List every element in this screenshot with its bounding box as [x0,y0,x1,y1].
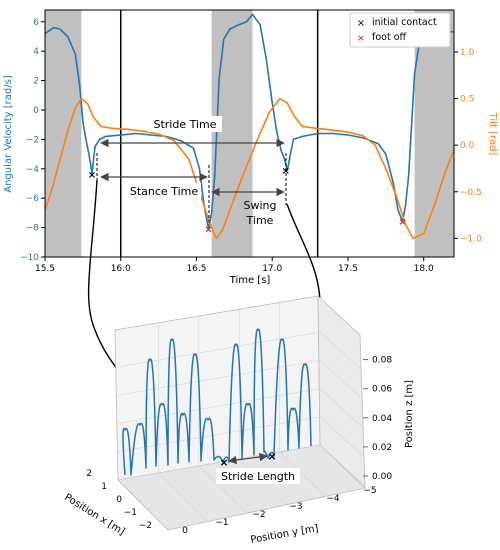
grid-line-right [319,444,366,487]
grid-line-right [319,360,366,402]
stride-time-label: Stride Time [153,118,216,131]
z-tick-label: 0.00 [372,472,392,482]
x3-tick-label: 0 [116,495,122,505]
y2-tick-label: −1.0 [460,234,482,244]
annotation-arrows [100,138,285,197]
z-tick-label: 0.08 [372,356,392,366]
right-y-axis-label: Tilt [rad] [487,112,498,156]
legend: × initial contact × foot off [349,12,451,48]
y-tick-label: 0 [33,106,39,116]
trajectory-3d-chart: × × Stride Length 0.00 0.02 0.04 0.06 0.08 2… [62,295,415,546]
swing-time-label-line1: Swing [244,199,277,212]
event-markers-layer: × × × × [88,166,407,236]
legend-box [349,12,451,48]
y-tick-label: 6 [33,18,39,28]
stride-length-arrow [228,452,268,465]
stance-region-1 [211,10,253,257]
x-tick-label: 16.5 [186,264,206,274]
left-y-axis-label: Angular Velocity [rad/s] [3,75,14,193]
stance-region-2 [414,10,454,257]
initial-contact-marker-0: × [88,170,96,181]
grid-line-back [117,416,321,453]
grid-line-right [319,388,366,430]
y2-tick-label: −0.5 [460,188,482,198]
trajectory-path [122,328,312,476]
grid-line-floor [279,451,326,497]
y-tick-label: −10 [20,253,39,263]
y-tick-label: −2 [26,135,39,145]
y2-tick-label: 1.0 [460,48,475,58]
stride-marker-first: × [219,456,228,469]
y2-tick-label: 0.0 [460,141,475,151]
x-axis-label: Time [s] [229,275,271,286]
event-guides [96,153,287,225]
stance-region-0 [45,10,82,257]
z-axis-ticks: 0.00 0.02 0.04 0.06 0.08 [363,356,392,482]
y3-tick-label: 0 [182,526,188,536]
y2-tick-label: 0.5 [460,95,474,105]
y3-tick-label: −2 [252,510,265,520]
x-tick-label: 18.0 [414,264,434,274]
x-tick-label: 16.0 [111,264,131,274]
x3-tick-label: 2 [86,469,92,479]
y-tick-label: 4 [33,47,39,57]
foot-off-marker-1: × [398,217,406,228]
y-tick-label: −4 [26,165,40,175]
z-tick-label: 0.02 [372,443,392,453]
legend-label-foot-off: foot off [372,32,407,43]
z-tick-label: 0.04 [372,414,392,424]
y-tick-label: −8 [26,224,40,234]
x-axis-ticks: 15.5 16.0 16.5 17.0 17.5 18.0 [35,257,434,274]
stance-time-label: Stance Time [130,185,198,198]
y-axis-3d-label: Position y [m] [250,523,320,546]
legend-marker-initial-contact: × [357,18,365,29]
y-axis-3d-ticks: 0 −1 −2 −3 −4 −5 [182,486,377,536]
y3-tick-label: −4 [326,494,340,504]
x-tick-label: 17.5 [338,264,358,274]
y-tick-label: 2 [33,77,39,87]
x3-tick-label: 1 [101,482,107,492]
x-tick-label: 15.5 [35,264,55,274]
grid-line-right [319,331,366,374]
grid-line-floor [198,465,248,514]
y3-tick-label: −5 [363,486,376,496]
trajectory-3d-line [122,328,312,476]
legend-label-initial-contact: initial contact [372,17,437,28]
legend-marker-foot-off: × [357,33,365,44]
grid-line-back [117,444,321,481]
time-series-chart: × × × × Stride Time Stance Time Swing Time … [3,9,498,286]
pane-grid [117,302,366,522]
stride-marker-second: × [267,450,276,463]
y3-tick-label: −3 [289,502,302,512]
stride-length-label: Stride Length [221,470,295,483]
x3-tick-label: −2 [139,521,152,531]
right-y-axis-ticks: −1.0 −0.5 0.0 0.5 1.0 [454,48,482,244]
y3-tick-label: −1 [215,518,228,528]
foot-off-marker-0: × [204,225,212,236]
x-axis-3d-ticks: 210−1−2 [86,469,152,531]
z-axis-label: Position z [m] [404,380,415,448]
initial-contact-marker-1: × [282,166,290,177]
y-tick-label: −6 [26,194,40,204]
z-tick-label: 0.06 [372,385,392,395]
left-y-axis-ticks: −10 −8 −6 −4 −2 0 2 4 6 [20,18,45,263]
swing-time-label-line2: Time [246,214,274,227]
x3-tick-label: −1 [124,508,137,518]
grid-line-right [319,416,366,458]
stance-shading-layer [45,10,454,257]
x-tick-label: 17.0 [262,264,282,274]
stride-markers: × × Stride Length [216,450,300,484]
grid-line-floor [158,472,208,522]
annotation-labels: Stride Time Stance Time Swing Time [127,116,277,227]
plot-frame [44,9,455,258]
